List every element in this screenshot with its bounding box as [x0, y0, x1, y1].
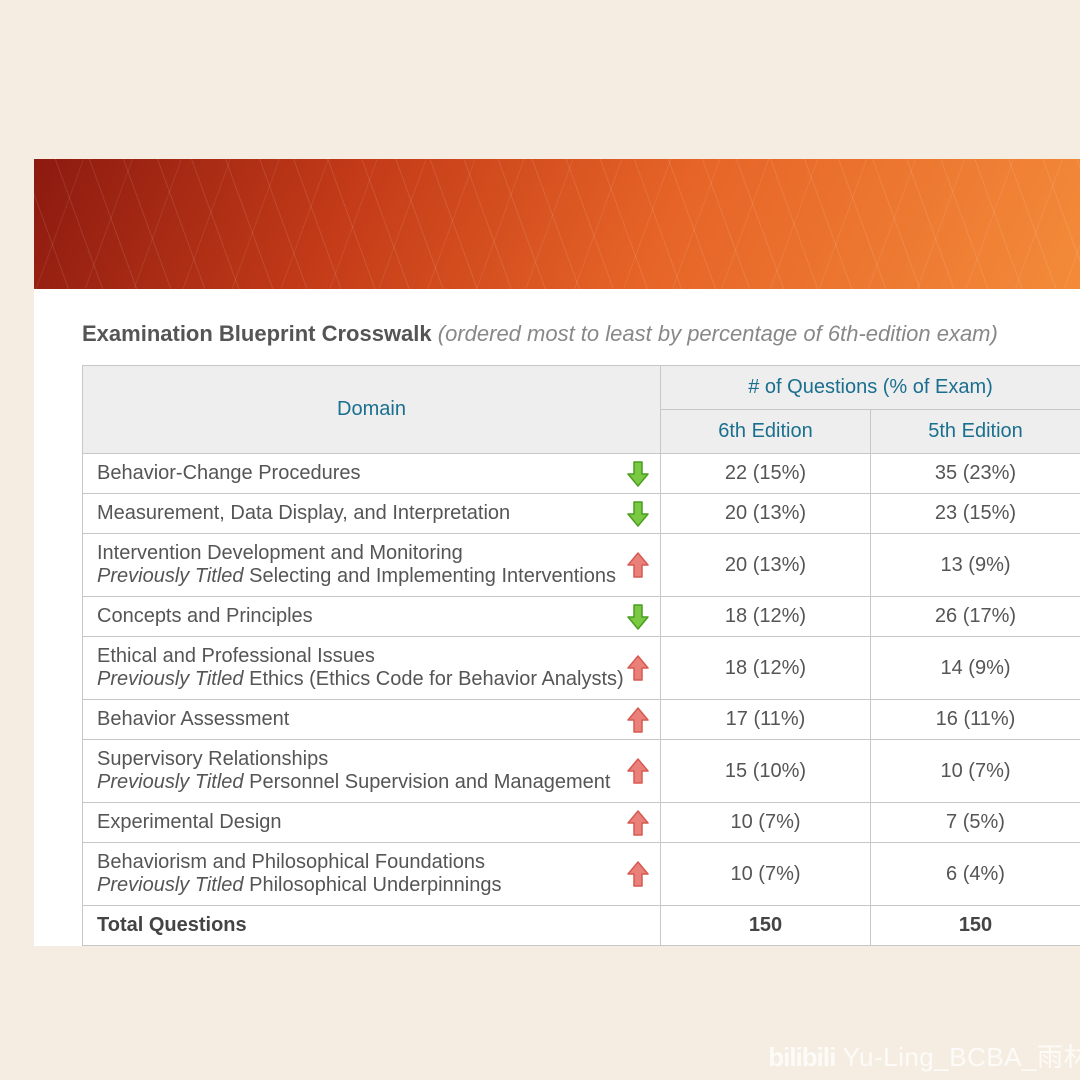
- trend-arrow: [626, 860, 650, 888]
- cell-6th-edition: 20 (13%): [661, 534, 871, 597]
- trend-arrow: [626, 460, 650, 488]
- domain-title: Experimental Design: [97, 811, 648, 834]
- page-title: Examination Blueprint Crosswalk (ordered…: [82, 321, 1080, 347]
- cell-5th-edition: 35 (23%): [871, 454, 1080, 494]
- arrow-up-icon: [626, 757, 650, 785]
- domain-cell: Behavior-Change Procedures: [83, 454, 661, 494]
- table-row: Behaviorism and Philosophical Foundation…: [83, 843, 1080, 906]
- domain-title: Behavior Assessment: [97, 708, 648, 731]
- arrow-up-icon: [626, 706, 650, 734]
- cell-5th-edition: 10 (7%): [871, 740, 1080, 803]
- domain-cell: Supervisory RelationshipsPreviously Titl…: [83, 740, 661, 803]
- table-total-row: Total Questions150150: [83, 906, 1080, 946]
- title-bold: Examination Blueprint Crosswalk: [82, 321, 432, 346]
- domain-cell: Experimental Design: [83, 803, 661, 843]
- domain-title: Behaviorism and Philosophical Foundation…: [97, 851, 648, 874]
- document-card: Examination Blueprint Crosswalk (ordered…: [34, 159, 1080, 946]
- trend-arrow: [626, 500, 650, 528]
- col-header-6th: 6th Edition: [661, 410, 871, 454]
- content-area: Examination Blueprint Crosswalk (ordered…: [34, 289, 1080, 946]
- cell-6th-edition: 18 (12%): [661, 597, 871, 637]
- arrow-up-icon: [626, 860, 650, 888]
- table-row: Behavior-Change Procedures 22 (15%)35 (23…: [83, 454, 1080, 494]
- domain-previous-title: Previously Titled Philosophical Underpin…: [97, 874, 648, 897]
- cell-5th-edition: 16 (11%): [871, 700, 1080, 740]
- arrow-down-icon: [626, 603, 650, 631]
- arrow-up-icon: [626, 654, 650, 682]
- table-row: Ethical and Professional IssuesPreviousl…: [83, 637, 1080, 700]
- domain-cell: Intervention Development and MonitoringP…: [83, 534, 661, 597]
- domain-cell: Measurement, Data Display, and Interpret…: [83, 494, 661, 534]
- cell-5th-edition: 6 (4%): [871, 843, 1080, 906]
- domain-cell: Behavior Assessment: [83, 700, 661, 740]
- cell-6th-edition: 22 (15%): [661, 454, 871, 494]
- header-banner: [34, 159, 1080, 289]
- watermark-logo: bilibili: [768, 1042, 835, 1072]
- trend-arrow: [626, 551, 650, 579]
- table-row: Concepts and Principles 18 (12%)26 (17%): [83, 597, 1080, 637]
- domain-title: Behavior-Change Procedures: [97, 462, 648, 485]
- domain-title: Ethical and Professional Issues: [97, 645, 648, 668]
- table-header: Domain # of Questions (% of Exam) 6th Ed…: [83, 366, 1080, 454]
- trend-arrow: [626, 809, 650, 837]
- domain-title: Supervisory Relationships: [97, 748, 648, 771]
- title-subtitle: (ordered most to least by percentage of …: [432, 321, 998, 346]
- cell-6th-edition: 20 (13%): [661, 494, 871, 534]
- cell-6th-edition: 15 (10%): [661, 740, 871, 803]
- domain-title: Measurement, Data Display, and Interpret…: [97, 502, 648, 525]
- col-header-questions-group: # of Questions (% of Exam): [661, 366, 1080, 410]
- cell-5th-edition: 13 (9%): [871, 534, 1080, 597]
- col-header-domain: Domain: [83, 366, 661, 454]
- domain-previous-title: Previously Titled Ethics (Ethics Code fo…: [97, 668, 648, 691]
- domain-cell: Ethical and Professional IssuesPreviousl…: [83, 637, 661, 700]
- table-body: Behavior-Change Procedures 22 (15%)35 (23…: [83, 454, 1080, 946]
- table-row: Measurement, Data Display, and Interpret…: [83, 494, 1080, 534]
- cell-5th-edition: 26 (17%): [871, 597, 1080, 637]
- domain-cell: Concepts and Principles: [83, 597, 661, 637]
- watermark-text: Yu-Ling_BCBA_雨林: [835, 1042, 1080, 1072]
- col-header-5th: 5th Edition: [871, 410, 1080, 454]
- cell-5th-edition: 23 (15%): [871, 494, 1080, 534]
- trend-arrow: [626, 654, 650, 682]
- total-label: Total Questions: [83, 906, 661, 946]
- arrow-up-icon: [626, 809, 650, 837]
- cell-6th-edition: 10 (7%): [661, 803, 871, 843]
- domain-title: Concepts and Principles: [97, 605, 648, 628]
- domain-previous-title: Previously Titled Selecting and Implemen…: [97, 565, 648, 588]
- table-row: Behavior Assessment 17 (11%)16 (11%): [83, 700, 1080, 740]
- total-6th: 150: [661, 906, 871, 946]
- table-row: Supervisory RelationshipsPreviously Titl…: [83, 740, 1080, 803]
- trend-arrow: [626, 706, 650, 734]
- cell-6th-edition: 18 (12%): [661, 637, 871, 700]
- domain-cell: Behaviorism and Philosophical Foundation…: [83, 843, 661, 906]
- watermark: bilibili Yu-Ling_BCBA_雨林: [768, 1037, 1080, 1074]
- trend-arrow: [626, 757, 650, 785]
- trend-arrow: [626, 603, 650, 631]
- cell-6th-edition: 10 (7%): [661, 843, 871, 906]
- cell-5th-edition: 14 (9%): [871, 637, 1080, 700]
- domain-previous-title: Previously Titled Personnel Supervision …: [97, 771, 648, 794]
- table-row: Intervention Development and MonitoringP…: [83, 534, 1080, 597]
- arrow-up-icon: [626, 551, 650, 579]
- crosswalk-table: Domain # of Questions (% of Exam) 6th Ed…: [82, 365, 1080, 946]
- arrow-down-icon: [626, 500, 650, 528]
- table-row: Experimental Design 10 (7%)7 (5%): [83, 803, 1080, 843]
- cell-5th-edition: 7 (5%): [871, 803, 1080, 843]
- total-5th: 150: [871, 906, 1080, 946]
- cell-6th-edition: 17 (11%): [661, 700, 871, 740]
- arrow-down-icon: [626, 460, 650, 488]
- domain-title: Intervention Development and Monitoring: [97, 542, 648, 565]
